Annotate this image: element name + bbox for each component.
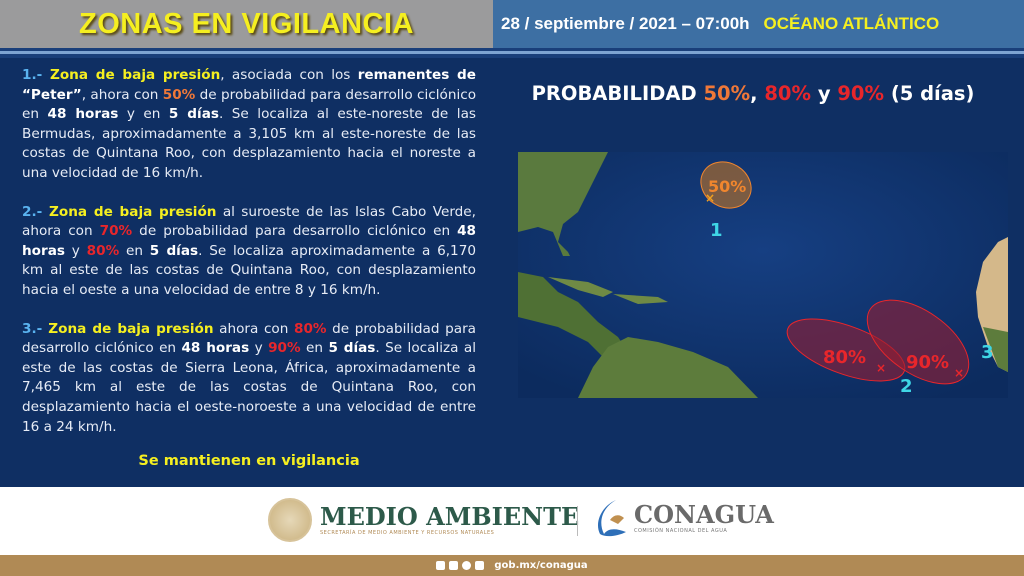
text-segment: en — [119, 242, 150, 259]
text-segment: 80% — [293, 320, 327, 337]
text-segment: 3.- — [22, 320, 49, 337]
land-west-africa — [983, 327, 1008, 372]
text-segment: ahora con — [213, 320, 294, 337]
text-segment: Zona de baja presión — [49, 203, 217, 220]
text-segment: 5 días — [168, 106, 219, 123]
website-link[interactable]: gob.mx/conagua — [494, 560, 588, 571]
date-time: 28 / septiembre / 2021 – 07:00h — [501, 14, 750, 33]
text-segment: 5 días — [149, 242, 199, 259]
zone-3-label: 3 — [981, 342, 994, 363]
zone-3[interactable]: 90% × 3 — [853, 283, 994, 398]
zone-2-area — [786, 318, 906, 382]
footer — [0, 487, 1024, 555]
mexico-seal-icon — [268, 498, 312, 542]
center-x-icon: × — [705, 191, 715, 205]
land-north-america — [518, 152, 608, 256]
text-segment: 1.- — [22, 67, 50, 83]
text-segment: 48 horas — [181, 340, 250, 357]
zone-1-paragraph: 1.- Zona de baja presión, asociada con l… — [22, 66, 476, 184]
text-segment: , asociada con los — [220, 67, 358, 83]
probability-title: PROBABILIDAD 50%, 80% y 90% (5 días) — [518, 82, 988, 105]
prob-sep: y — [811, 82, 838, 105]
zone-1[interactable]: 50% × 1 — [692, 153, 759, 241]
social-bar: gob.mx/conagua — [0, 555, 1024, 576]
twitter-icon[interactable] — [449, 561, 459, 570]
prob-80: 80% — [764, 82, 812, 105]
prob-prefix: PROBABILIDAD — [531, 82, 704, 105]
zone-3-area — [866, 299, 970, 385]
text-segment: de probabilidad para desarrollo ciclónic… — [22, 86, 477, 123]
land-caribbean — [548, 277, 668, 304]
title-banner: ZONAS EN VIGILANCIA — [0, 0, 493, 48]
text-segment: 50% — [162, 86, 196, 103]
text-segment: remanentes de “Peter” — [22, 67, 476, 103]
zones-description: 1.- Zona de baja presión, asociada con l… — [22, 66, 476, 456]
zone-3-paragraph: 3.- Zona de baja presión ahora con 80% d… — [22, 320, 476, 438]
text-segment: 48 horas — [47, 106, 119, 123]
text-segment: y — [249, 340, 269, 357]
youtube-icon[interactable] — [475, 561, 485, 570]
header-divider — [0, 48, 1024, 58]
text-segment: de probabilidad para desarrollo ciclónic… — [22, 320, 476, 357]
cg-subtitle: COMISIÓN NACIONAL DEL AGUA — [634, 528, 728, 534]
text-segment: 5 días — [328, 340, 376, 357]
text-segment: . Se localiza aproximadamente a 6,170 km… — [22, 242, 476, 298]
text-segment: al suroeste de las Islas Cabo Verde, aho… — [22, 203, 476, 240]
zone-2[interactable]: 80% × 2 — [780, 306, 913, 397]
page-title: ZONAS EN VIGILANCIA — [79, 7, 414, 40]
status-text: Se mantienen en vigilancia — [138, 453, 360, 469]
cg-title: CONAGUA — [634, 500, 774, 529]
info-banner: 28 / septiembre / 2021 – 07:00h OCÉANO A… — [493, 0, 1024, 48]
text-segment: 70% — [99, 223, 133, 240]
region-label: OCÉANO ATLÁNTICO — [763, 14, 940, 33]
zone-2-label: 2 — [900, 376, 913, 397]
text-segment: y en — [118, 106, 169, 123]
prob-90: 90% — [837, 82, 885, 105]
ma-title: MEDIO AMBIENTE — [320, 502, 580, 531]
ma-subtitle: SECRETARÍA DE MEDIO AMBIENTE Y RECURSOS … — [320, 530, 495, 536]
text-segment: de probabilidad para desarrollo ciclónic… — [132, 223, 458, 240]
text-segment: Zona de baja presión — [48, 320, 214, 337]
facebook-icon[interactable] — [436, 561, 446, 570]
zone-1-label: 1 — [710, 220, 723, 241]
zone-1-area — [700, 161, 752, 209]
logo-divider — [577, 506, 578, 536]
land-central-america — [518, 272, 628, 362]
zone-2-pct: 80% — [823, 347, 866, 368]
zone-1-pct: 50% — [708, 177, 746, 196]
text-segment: Zona de baja presión — [49, 67, 221, 83]
land-south-america — [578, 337, 758, 398]
conagua-wave-icon — [597, 500, 626, 537]
satellite-map: 50% × 1 80% × 2 90% × 3 — [518, 152, 1008, 398]
medio-ambiente-logo: MEDIO AMBIENTE SECRETARÍA DE MEDIO AMBIEN… — [268, 498, 579, 542]
text-segment: en — [300, 340, 329, 357]
center-x-icon: × — [876, 361, 886, 375]
text-segment: 80% — [86, 242, 120, 259]
instagram-icon[interactable] — [462, 561, 472, 570]
text-segment: , ahora con — [81, 86, 163, 103]
text-segment: . Se localiza al este de las costas de S… — [22, 340, 476, 435]
conagua-logo: CONAGUA COMISIÓN NACIONAL DEL AGUA — [596, 498, 774, 538]
text-segment: y — [65, 242, 87, 259]
prob-sep: , — [750, 82, 765, 105]
center-x-icon: × — [954, 366, 964, 380]
zone-2-paragraph: 2.- Zona de baja presión al suroeste de … — [22, 203, 476, 301]
prob-suffix: (5 días) — [884, 82, 975, 105]
text-segment: 90% — [268, 340, 301, 357]
text-segment: . Se localiza al este-noreste de las Ber… — [22, 106, 476, 181]
prob-50: 50% — [703, 82, 751, 105]
text-segment: 48 horas — [22, 223, 477, 259]
zone-3-pct: 90% — [906, 352, 949, 373]
text-segment: 2.- — [22, 203, 50, 220]
